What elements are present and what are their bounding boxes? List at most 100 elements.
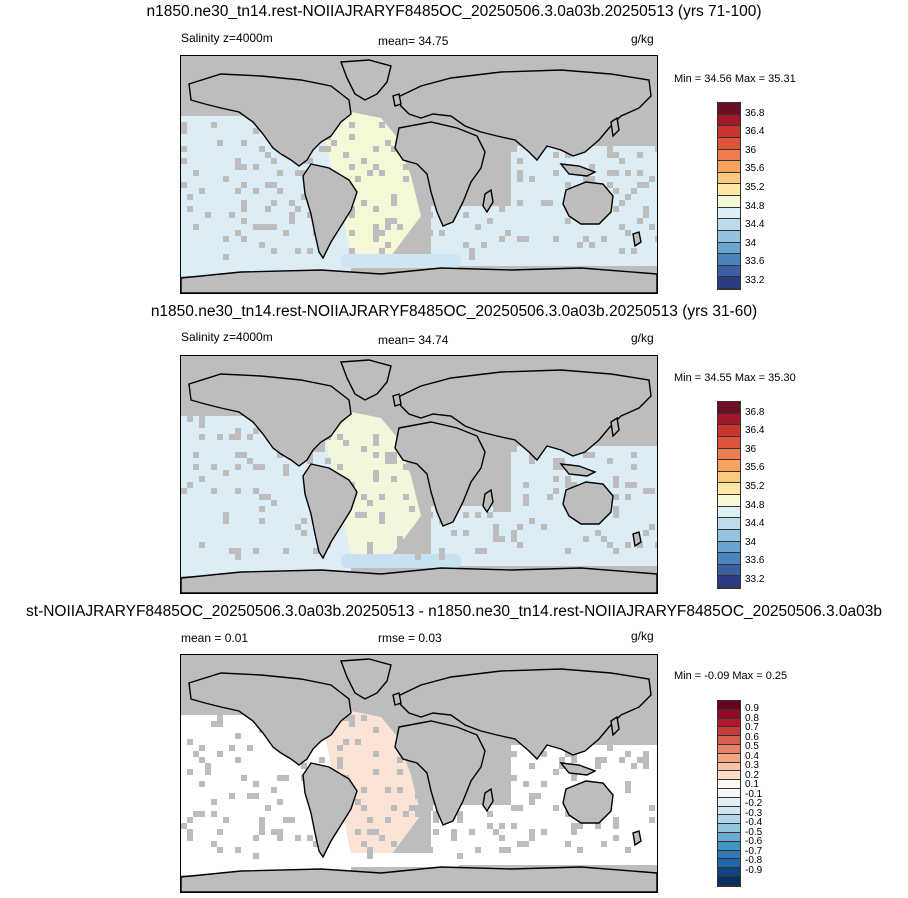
masked-cell [187, 769, 193, 775]
coastline-africa [394, 720, 486, 826]
masked-cell [307, 212, 313, 218]
masked-cell [271, 248, 277, 254]
masked-cell [469, 500, 475, 506]
mean-label: mean= 34.75 [378, 34, 449, 48]
masked-cell [643, 440, 649, 446]
masked-cell [481, 548, 487, 554]
coastline-madagascar [482, 787, 494, 813]
masked-cell [529, 793, 535, 799]
masked-cell [373, 769, 379, 775]
masked-cell [265, 182, 271, 188]
masked-cell [637, 170, 643, 176]
world-map [180, 654, 658, 893]
masked-cell [529, 176, 535, 182]
masked-cell [253, 793, 259, 799]
masked-cell [463, 793, 469, 799]
masked-cell [451, 829, 457, 835]
masked-cell [235, 158, 241, 164]
colorbar-tick-label: -0.8 [745, 855, 763, 867]
masked-cell [373, 434, 379, 440]
masked-cell [361, 200, 367, 206]
masked-cell [625, 170, 631, 176]
masked-cell [223, 518, 229, 524]
masked-cell [265, 805, 271, 811]
masked-cell [235, 464, 241, 470]
masked-cell [427, 512, 433, 518]
masked-cell [487, 158, 493, 164]
colorbar-swatch [718, 553, 740, 565]
masked-cell [625, 542, 631, 548]
colorbar-tick-label: 34.8 [745, 200, 765, 212]
masked-cell [259, 242, 265, 248]
colorbar-tick-label: 36.8 [745, 107, 765, 119]
weddell-sea-field [341, 254, 461, 268]
masked-cell [199, 476, 205, 482]
masked-cell [247, 458, 253, 464]
masked-cell [607, 458, 613, 464]
colorbar-tick-label: 34 [745, 237, 757, 249]
masked-cell [361, 158, 367, 164]
masked-cell [487, 823, 493, 829]
coastline-japan [610, 116, 620, 138]
masked-cell [553, 152, 559, 158]
masked-cell [469, 200, 475, 206]
masked-cell [595, 757, 601, 763]
masked-cell [463, 212, 469, 218]
colorbar-tick-label: -0.5 [745, 826, 763, 838]
colorbar-swatch [718, 114, 740, 127]
masked-cell [367, 829, 373, 835]
colorbar-swatch [718, 460, 740, 472]
masked-cell [223, 176, 229, 182]
colorbar-tick-label: 33.6 [745, 555, 765, 567]
masked-cell [493, 530, 499, 536]
masked-cell [373, 751, 379, 757]
masked-cell [349, 134, 355, 140]
masked-cell [613, 188, 619, 194]
masked-cell [385, 452, 391, 458]
masked-cell [553, 476, 559, 482]
masked-cell [403, 164, 409, 170]
coastline-greenland [340, 59, 392, 101]
masked-cell [499, 506, 505, 512]
masked-cell [253, 781, 259, 787]
masked-cell [421, 775, 427, 781]
colorbar-tick-label: 36.4 [745, 126, 765, 138]
colorbar-swatch [718, 780, 740, 789]
masked-cell [379, 122, 385, 128]
colorbar-tick-label: -0.6 [745, 836, 763, 848]
masked-cell [571, 482, 577, 488]
masked-cell [415, 548, 421, 554]
masked-cell [631, 452, 637, 458]
masked-cell [547, 200, 553, 206]
masked-cell [247, 793, 253, 799]
coastline-southAmerica [302, 762, 358, 859]
masked-cell [193, 811, 199, 817]
masked-cell [181, 182, 187, 188]
masked-cell [403, 176, 409, 182]
masked-cell [427, 212, 433, 218]
masked-cell [199, 745, 205, 751]
colorbar-tick-label: 0.1 [745, 779, 759, 791]
masked-cell [415, 805, 421, 811]
colorbar-swatch [718, 736, 740, 745]
masked-cell [181, 128, 187, 134]
masked-cell [289, 200, 295, 206]
colorbar-tick-label: 35.6 [745, 163, 765, 175]
masked-cell [475, 847, 481, 853]
masked-cell [427, 793, 433, 799]
masked-cell [631, 763, 637, 769]
masked-cell [505, 506, 511, 512]
masked-cell [385, 787, 391, 793]
masked-cell [265, 206, 271, 212]
masked-cell [499, 835, 505, 841]
colorbar [717, 401, 741, 589]
coastline-indonesia [559, 163, 597, 177]
masked-cell [277, 829, 283, 835]
masked-cell [523, 236, 529, 242]
colorbar-tick-label: 35.2 [745, 182, 765, 194]
masked-cell [373, 829, 379, 835]
colorbar-swatch [718, 219, 740, 231]
colorbar-tick-label: -0.3 [745, 807, 763, 819]
colorbar-swatch [718, 859, 740, 869]
colorbar-swatch [718, 762, 740, 772]
